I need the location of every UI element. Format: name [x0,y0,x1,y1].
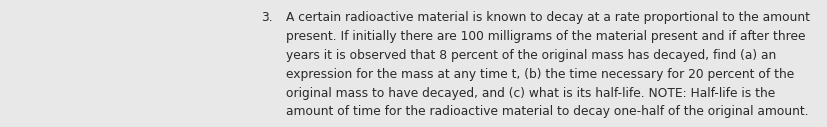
Text: present. If initially there are 100 milligrams of the material present and if af: present. If initially there are 100 mill… [285,30,804,43]
Text: original mass to have decayed, and (c) what is its half-life. NOTE: Half-life is: original mass to have decayed, and (c) w… [285,87,774,100]
Text: A certain radioactive material is known to decay at a rate proportional to the a: A certain radioactive material is known … [285,11,809,24]
Text: 3.: 3. [261,11,272,24]
Text: expression for the mass at any time t, (b) the time necessary for 20 percent of : expression for the mass at any time t, (… [285,68,793,81]
Text: amount of time for the radioactive material to decay one-half of the original am: amount of time for the radioactive mater… [285,105,807,118]
Text: years it is observed that 8 percent of the original mass has decayed, find (a) a: years it is observed that 8 percent of t… [285,49,775,62]
